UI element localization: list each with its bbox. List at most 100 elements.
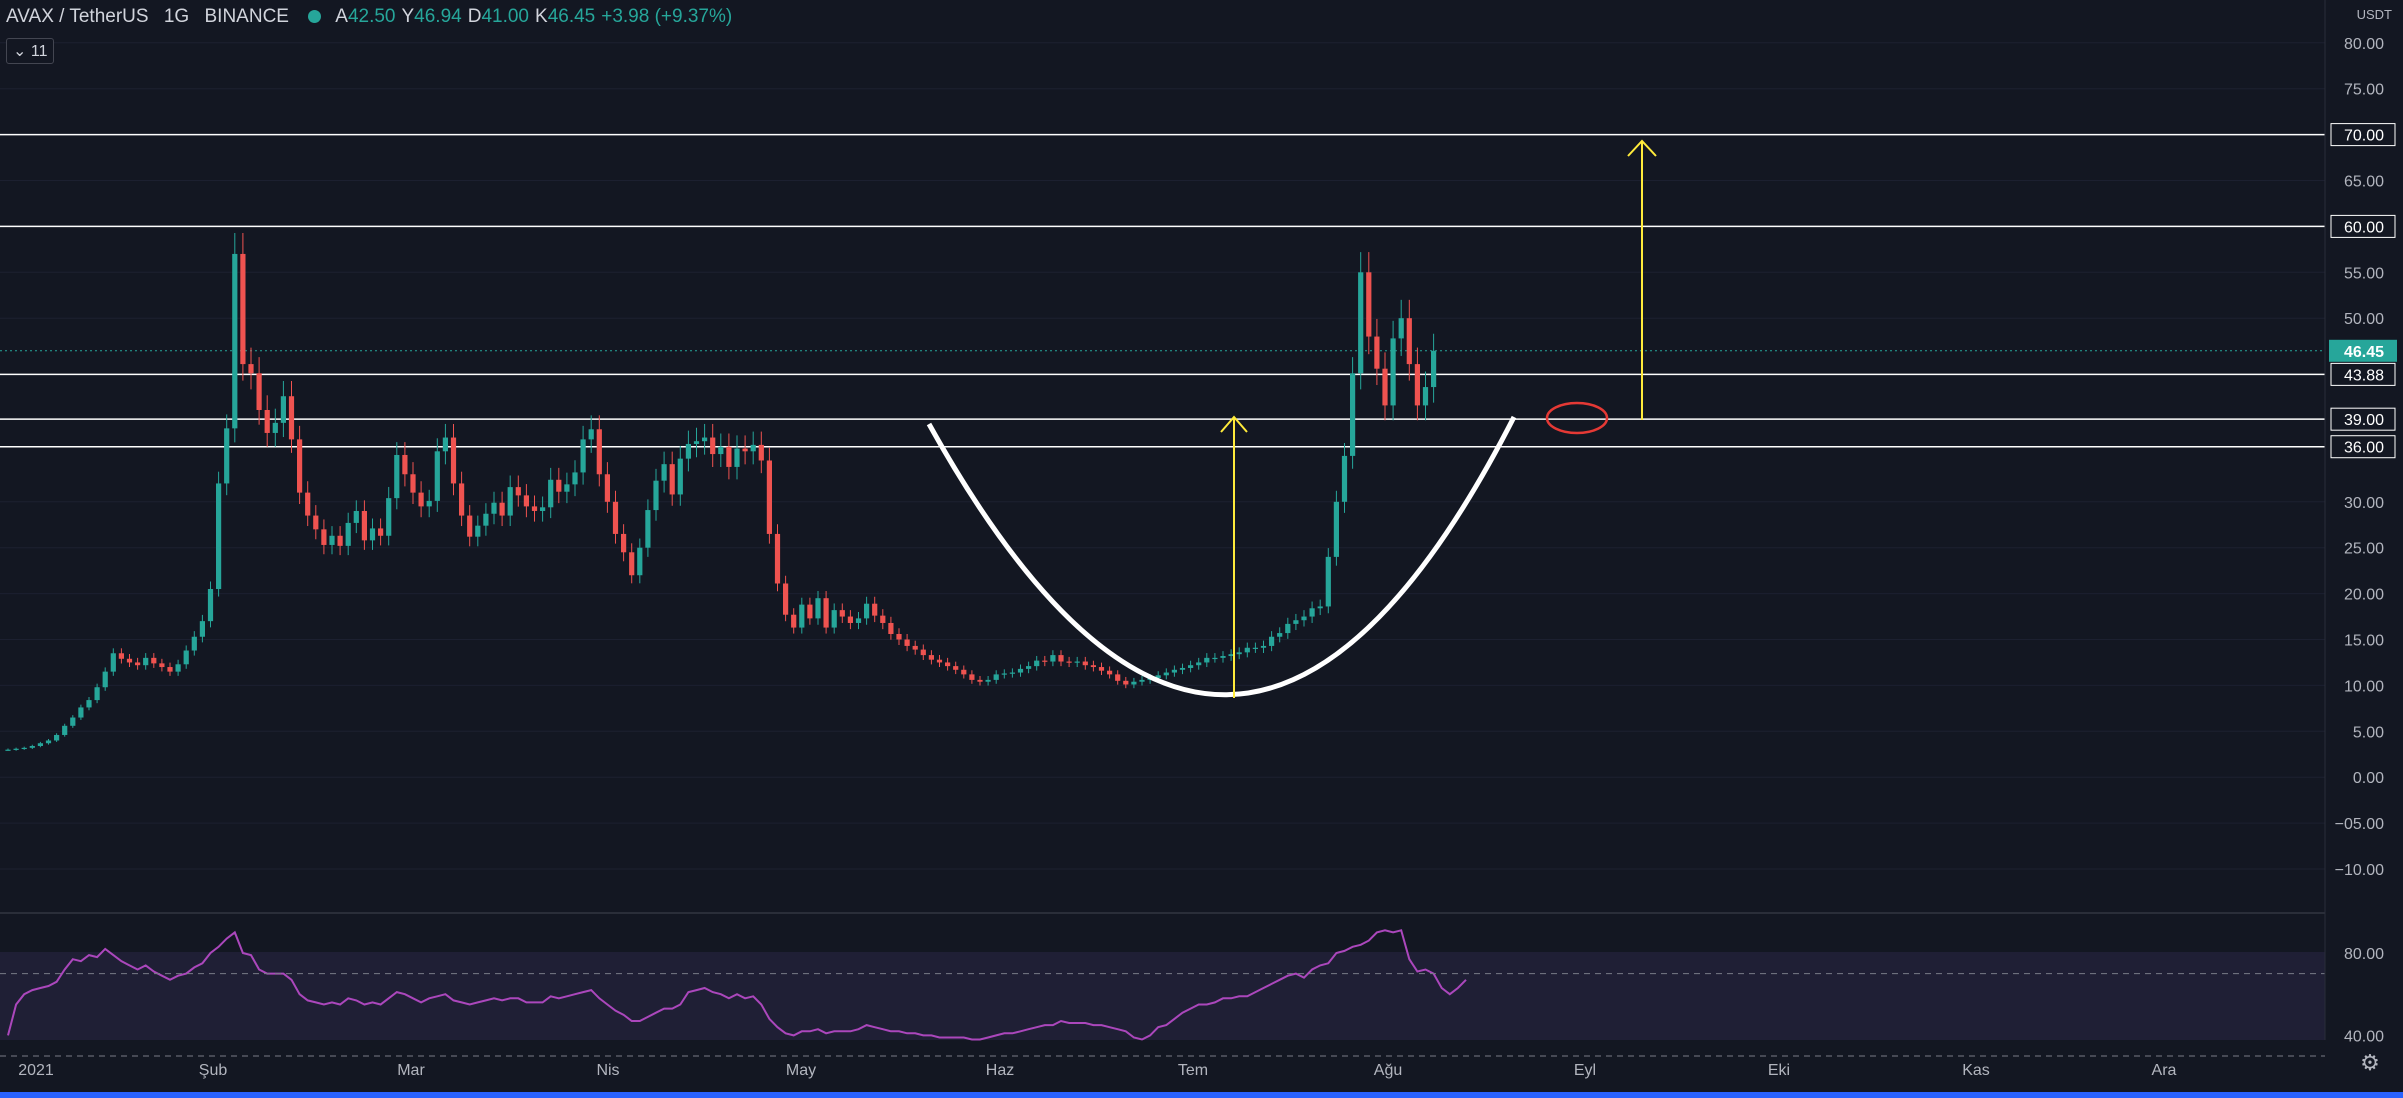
candle (378, 528, 384, 536)
candle (1406, 318, 1412, 365)
candle (531, 506, 538, 511)
candle (540, 507, 546, 511)
target-arrow-cup-head (1220, 415, 1248, 433)
candle (1414, 364, 1420, 406)
indicators-toggle[interactable]: ⌄ 11 (6, 38, 55, 64)
price-tick-label: 0.00 (2353, 770, 2384, 787)
rsi-tick-label: 80.00 (2344, 946, 2384, 963)
candle (774, 533, 781, 584)
change-value: +3.98 (+9.37%) (601, 6, 733, 27)
candle (864, 603, 870, 619)
candle (596, 429, 602, 475)
candle (669, 464, 675, 495)
last-price-badge (2329, 339, 2397, 362)
candle (361, 510, 367, 541)
candle (1155, 675, 1161, 679)
candle (815, 598, 821, 619)
time-tick-label: May (786, 1062, 816, 1079)
cup-curve[interactable] (926, 415, 1517, 698)
time-tick-label: Haz (986, 1062, 1014, 1079)
candle (904, 639, 910, 646)
price-tick-label: 50.00 (2344, 311, 2384, 328)
candle (1139, 679, 1145, 682)
candle (459, 483, 465, 516)
candle (207, 589, 214, 622)
candle (548, 479, 554, 508)
candle (523, 495, 529, 507)
time-axis[interactable]: 2021 Şub Mar Nis May Haz Tem Ağu Eyl Eki Kas Ara (18, 1062, 2176, 1079)
time-tick-label: Mar (397, 1062, 425, 1079)
candle (1188, 665, 1194, 668)
candle (305, 492, 311, 516)
candle (21, 747, 27, 750)
candle (993, 674, 999, 680)
price-tick-label: 25.00 (2344, 541, 2384, 558)
candle (1398, 318, 1404, 339)
candle (710, 437, 716, 455)
candle (612, 501, 619, 534)
candle (1171, 669, 1177, 673)
candle (985, 679, 991, 682)
price-tick-label: 80.00 (2344, 36, 2384, 53)
candle (1366, 272, 1372, 337)
candle (264, 410, 270, 433)
rsi-line (7, 929, 1467, 1041)
candle (483, 513, 489, 526)
candle (1066, 661, 1072, 663)
candle (1422, 387, 1429, 406)
candle (564, 484, 570, 492)
candle (37, 743, 43, 746)
price-tick-label: 15.00 (2344, 633, 2384, 650)
price-tick-label: 65.00 (2344, 174, 2384, 191)
candle (102, 671, 108, 688)
candle (872, 603, 878, 616)
rsi-axis[interactable]: 80.00 40.00 (0, 946, 2384, 1057)
candle (313, 515, 319, 530)
candle (175, 664, 181, 672)
symbol-name[interactable]: AVAX / TetherUS (6, 6, 149, 27)
candle (677, 458, 683, 495)
high-value: 46.94 (414, 6, 462, 27)
price-tick-label: 36.00 (2344, 440, 2384, 457)
low-value: 41.00 (481, 6, 529, 27)
candle (118, 653, 124, 659)
candle (1017, 668, 1024, 673)
candle (450, 437, 457, 484)
high-label: Y (401, 6, 415, 27)
candle (1026, 666, 1032, 669)
candle (1204, 657, 1210, 663)
annotations[interactable] (926, 139, 1657, 698)
candle (645, 510, 651, 548)
candle (1293, 620, 1299, 624)
gear-icon[interactable]: ⚙ (2360, 1051, 2380, 1076)
candle (499, 502, 505, 516)
candle (442, 437, 448, 452)
horizontal-levels[interactable] (0, 133, 2325, 448)
candle (855, 618, 862, 623)
retest-circle[interactable] (1545, 401, 1609, 435)
candle (1431, 350, 1437, 388)
candle (758, 444, 764, 461)
candle (426, 500, 432, 507)
low-label: D (467, 6, 482, 27)
candle (726, 446, 732, 467)
candle (1107, 670, 1113, 675)
candle (321, 529, 327, 545)
candle (1115, 674, 1121, 681)
candle (1341, 455, 1348, 502)
candle (783, 583, 789, 615)
candle (199, 621, 205, 637)
price-tick-label: 70.00 (2344, 128, 2384, 145)
candle (831, 610, 837, 628)
price-axis[interactable]: 80.00 75.00 70.00 65.00 60.00 55.00 50.00 43.88… (2329, 36, 2397, 879)
candle (1009, 672, 1015, 674)
candle (1325, 556, 1331, 607)
candle (151, 657, 157, 664)
time-tick-label: Tem (1178, 1062, 1208, 1079)
price-tick-label: 75.00 (2344, 82, 2384, 99)
candle (45, 740, 52, 744)
interval-label[interactable]: 1G (163, 6, 190, 27)
candle (402, 454, 408, 475)
bottom-bar (0, 1092, 2403, 1098)
